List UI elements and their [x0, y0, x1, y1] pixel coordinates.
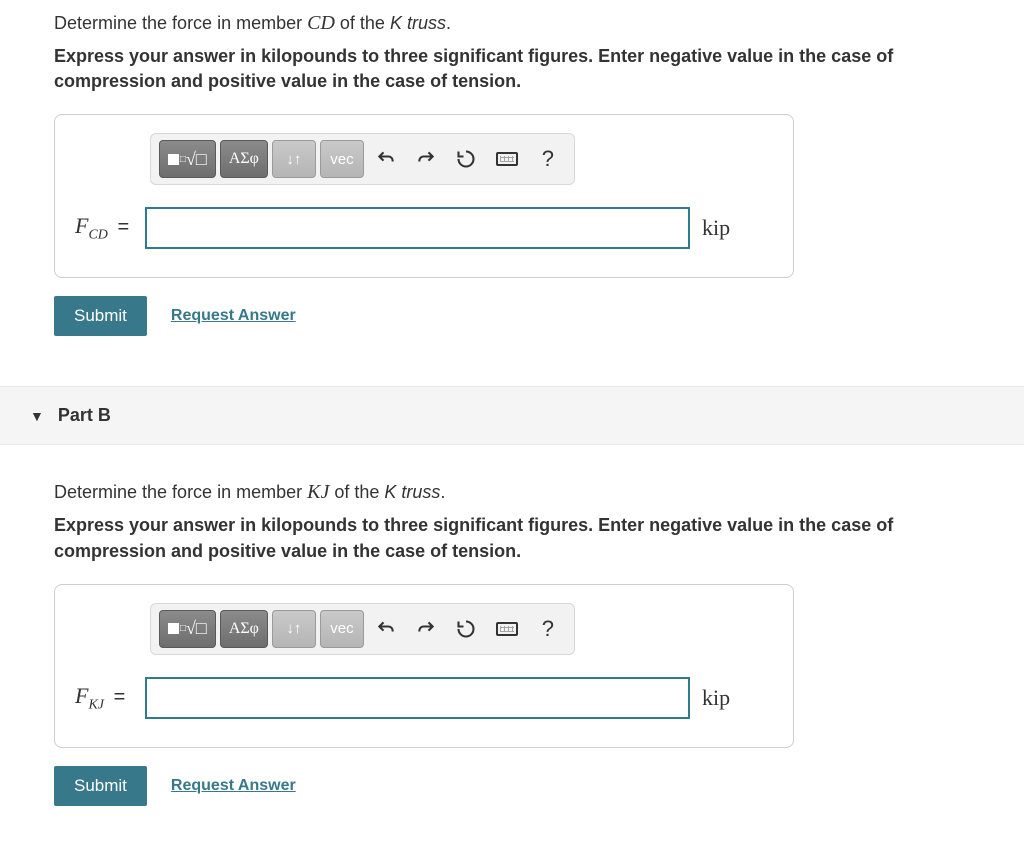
reset-button[interactable]: [448, 610, 484, 648]
variable-label-a: FCD =: [75, 213, 133, 243]
prompt-prefix: Determine the force in member: [54, 482, 307, 502]
answer-input-a[interactable]: [145, 207, 690, 249]
templates-button[interactable]: □√□: [159, 610, 216, 648]
request-answer-link-a[interactable]: Request Answer: [171, 307, 296, 325]
unit-label-a: kip: [702, 215, 730, 241]
prompt-suffix-1: of the: [335, 13, 390, 33]
help-button[interactable]: ?: [530, 610, 566, 648]
prompt-suffix-1: of the: [329, 482, 384, 502]
keyboard-button[interactable]: [488, 140, 526, 178]
request-answer-link-b[interactable]: Request Answer: [171, 777, 296, 795]
redo-button[interactable]: [408, 610, 444, 648]
problem-part-a: Determine the force in member CD of the …: [0, 0, 1024, 356]
part-b-header[interactable]: ▼ Part B: [0, 386, 1024, 445]
action-row-b: Submit Request Answer: [54, 766, 970, 806]
submit-button-a[interactable]: Submit: [54, 296, 147, 336]
answer-card-b: □√□ ΑΣφ ↓↑ vec ? FKJ = kip: [54, 584, 794, 748]
prompt-text-a: Determine the force in member CD of the …: [54, 8, 970, 38]
greek-button[interactable]: ΑΣφ: [220, 610, 268, 648]
vec-button[interactable]: vec: [320, 140, 364, 178]
answer-card-a: □√□ ΑΣφ ↓↑ vec ? FCD = kip: [54, 114, 794, 278]
prompt-suffix-2: .: [446, 13, 451, 33]
variable-label-b: FKJ =: [75, 683, 133, 713]
subsup-button[interactable]: ↓↑: [272, 610, 316, 648]
keyboard-button[interactable]: [488, 610, 526, 648]
part-b-title: Part B: [58, 405, 111, 426]
vec-button[interactable]: vec: [320, 610, 364, 648]
keyboard-icon: [496, 622, 518, 636]
undo-button[interactable]: [368, 140, 404, 178]
reset-button[interactable]: [448, 140, 484, 178]
member-name-b: KJ: [307, 481, 329, 503]
submit-button-b[interactable]: Submit: [54, 766, 147, 806]
problem-part-b: Determine the force in member KJ of the …: [0, 469, 1024, 825]
member-name-a: CD: [307, 12, 335, 34]
ktruss-label-b: K truss: [384, 482, 440, 502]
ktruss-label-a: K truss: [390, 13, 446, 33]
instructions-b: Express your answer in kilopounds to thr…: [54, 513, 970, 563]
equation-toolbar-b: □√□ ΑΣφ ↓↑ vec ?: [150, 603, 575, 655]
answer-row-a: FCD = kip: [75, 207, 773, 249]
help-button[interactable]: ?: [530, 140, 566, 178]
answer-row-b: FKJ = kip: [75, 677, 773, 719]
subsup-button[interactable]: ↓↑: [272, 140, 316, 178]
prompt-text-b: Determine the force in member KJ of the …: [54, 477, 970, 507]
collapse-caret-icon: ▼: [30, 408, 44, 424]
prompt-prefix: Determine the force in member: [54, 13, 307, 33]
answer-input-b[interactable]: [145, 677, 690, 719]
unit-label-b: kip: [702, 685, 730, 711]
redo-button[interactable]: [408, 140, 444, 178]
greek-button[interactable]: ΑΣφ: [220, 140, 268, 178]
keyboard-icon: [496, 152, 518, 166]
prompt-suffix-2: .: [440, 482, 445, 502]
action-row-a: Submit Request Answer: [54, 296, 970, 336]
equation-toolbar-a: □√□ ΑΣφ ↓↑ vec ?: [150, 133, 575, 185]
undo-button[interactable]: [368, 610, 404, 648]
templates-button[interactable]: □√□: [159, 140, 216, 178]
instructions-a: Express your answer in kilopounds to thr…: [54, 44, 970, 94]
